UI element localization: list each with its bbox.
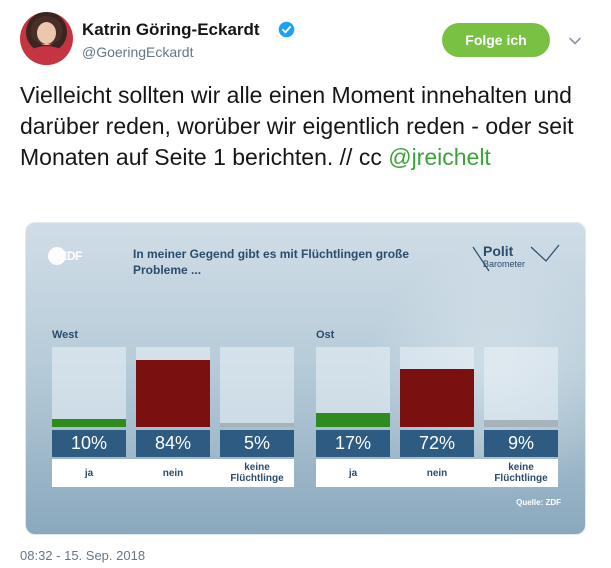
politbarometer-logo-line2: Barometer xyxy=(483,259,526,269)
region-label: West xyxy=(52,329,79,341)
poll-bar-fill xyxy=(484,420,558,427)
zdf-logo-circle xyxy=(48,247,66,265)
zdf-logo-text: ZDF xyxy=(60,249,82,263)
poll-value-label: 84% xyxy=(136,430,210,457)
follow-button[interactable]: Folge ich xyxy=(442,23,550,57)
poll-value-label: 9% xyxy=(484,430,558,457)
poll-bar-fill xyxy=(316,413,390,427)
tweet-body-text: Vielleicht sollten wir alle einen Moment… xyxy=(20,82,574,170)
author-display-name[interactable]: Katrin Göring-Eckardt xyxy=(82,20,260,39)
poll-bar-fill xyxy=(400,369,474,427)
chevron-down-icon[interactable] xyxy=(568,34,582,48)
region-label: Ost xyxy=(316,329,335,341)
answer-label-row xyxy=(316,459,558,487)
poll-bar-track xyxy=(484,347,558,427)
poll-answer-label: nein xyxy=(426,467,448,479)
poll-answer-label: nein xyxy=(162,467,184,479)
poll-value-label: 72% xyxy=(400,430,474,457)
poll-question: In meiner Gegend gibt es mit Flüchtlinge… xyxy=(133,247,410,277)
avatar[interactable] xyxy=(20,12,73,65)
politbarometer-check-icon xyxy=(472,244,560,272)
poll-bar-track xyxy=(220,347,294,427)
avatar-face-shape xyxy=(37,22,56,44)
poll-bar-track xyxy=(52,347,126,427)
politbarometer-logo-line1: Polit xyxy=(483,243,514,259)
verified-badge-icon xyxy=(278,21,295,38)
poll-bar-fill xyxy=(136,360,210,427)
poll-answer-label: ja xyxy=(84,467,94,479)
mention-link[interactable]: @jreichelt xyxy=(388,144,491,170)
poll-bar-track xyxy=(316,347,390,427)
tweet-timestamp[interactable]: 08:32 - 15. Sep. 2018 xyxy=(20,548,146,563)
poll-bar-track xyxy=(400,347,474,427)
poll-value-label: 5% xyxy=(220,430,294,457)
tweet-media-image[interactable]: ZDF In meiner Gegend gibt es mit Flüchtl… xyxy=(25,222,586,535)
author-handle[interactable]: @GoeringEckardt xyxy=(82,44,194,60)
poll-value-label: 10% xyxy=(52,430,126,457)
poll-bar-fill xyxy=(52,419,126,427)
poll-answer-label: keine Flüchtlinge xyxy=(494,462,548,484)
source-note: Quelle: ZDF xyxy=(516,498,561,507)
avatar-body-shape xyxy=(25,46,68,65)
politbarometer-logo: Polit Barometer xyxy=(471,241,561,281)
zdf-logo: ZDF xyxy=(48,245,90,267)
poll-answer-label: ja xyxy=(348,467,358,479)
poll-value-label: 17% xyxy=(316,430,390,457)
answer-label-row xyxy=(52,459,294,487)
poll-answer-label: keine Flüchtlinge xyxy=(230,462,284,484)
poll-bar-fill xyxy=(220,423,294,427)
tweet-text: Vielleicht sollten wir alle einen Moment… xyxy=(20,80,591,173)
poll-bar-track xyxy=(136,347,210,427)
tweet-header: Katrin Göring-Eckardt @GoeringEckardt Fo… xyxy=(20,12,591,72)
